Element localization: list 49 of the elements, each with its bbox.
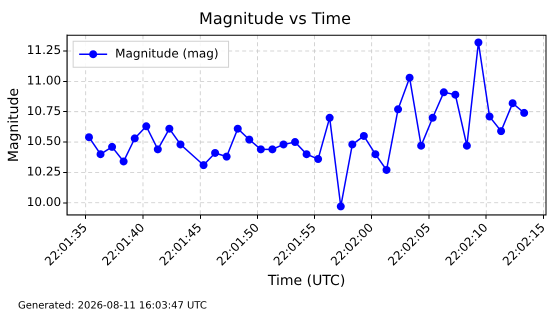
point <box>268 145 276 154</box>
point <box>120 157 128 166</box>
y-axis-title: Magnitude <box>6 88 22 162</box>
point <box>428 114 437 122</box>
point <box>406 74 414 82</box>
point <box>280 140 288 148</box>
point <box>474 38 482 46</box>
x-axis-title: Time (UTC) <box>266 273 346 290</box>
point <box>211 148 220 157</box>
point <box>176 140 184 148</box>
text: Generated: 2026-08-11 16:03:47 UTC <box>18 300 207 312</box>
y-tick-label: 10.50 <box>26 134 62 148</box>
point <box>154 145 162 154</box>
point <box>394 105 402 114</box>
point <box>440 88 448 96</box>
chart-title: Magnitude vs Time <box>199 8 351 28</box>
point <box>371 150 380 158</box>
point <box>245 136 254 144</box>
y-tick-label: 11.25 <box>26 43 62 58</box>
point <box>451 90 460 99</box>
legend-label: Magnitude (mag) <box>115 46 219 60</box>
point <box>417 142 426 150</box>
y-tick-label: 10.75 <box>26 104 62 118</box>
point <box>508 99 517 108</box>
point <box>326 114 334 122</box>
point <box>291 138 300 146</box>
point <box>497 127 506 136</box>
point <box>234 124 242 133</box>
point <box>360 132 368 140</box>
point <box>336 202 345 210</box>
point <box>520 108 528 117</box>
y-tick-label: 10.25 <box>26 164 62 179</box>
point <box>96 150 105 158</box>
point <box>348 140 356 148</box>
y-tick-label: 10.00 <box>26 194 62 209</box>
point <box>165 124 174 133</box>
point <box>84 133 93 142</box>
point <box>462 142 471 150</box>
point <box>142 122 150 130</box>
point <box>256 145 265 154</box>
point <box>302 150 311 158</box>
point <box>382 166 391 174</box>
y-tick-label: 11.00 <box>26 73 62 88</box>
point <box>130 134 139 142</box>
point <box>200 161 208 170</box>
point <box>486 112 494 121</box>
point <box>314 155 322 164</box>
point <box>108 142 116 151</box>
point <box>222 152 231 161</box>
